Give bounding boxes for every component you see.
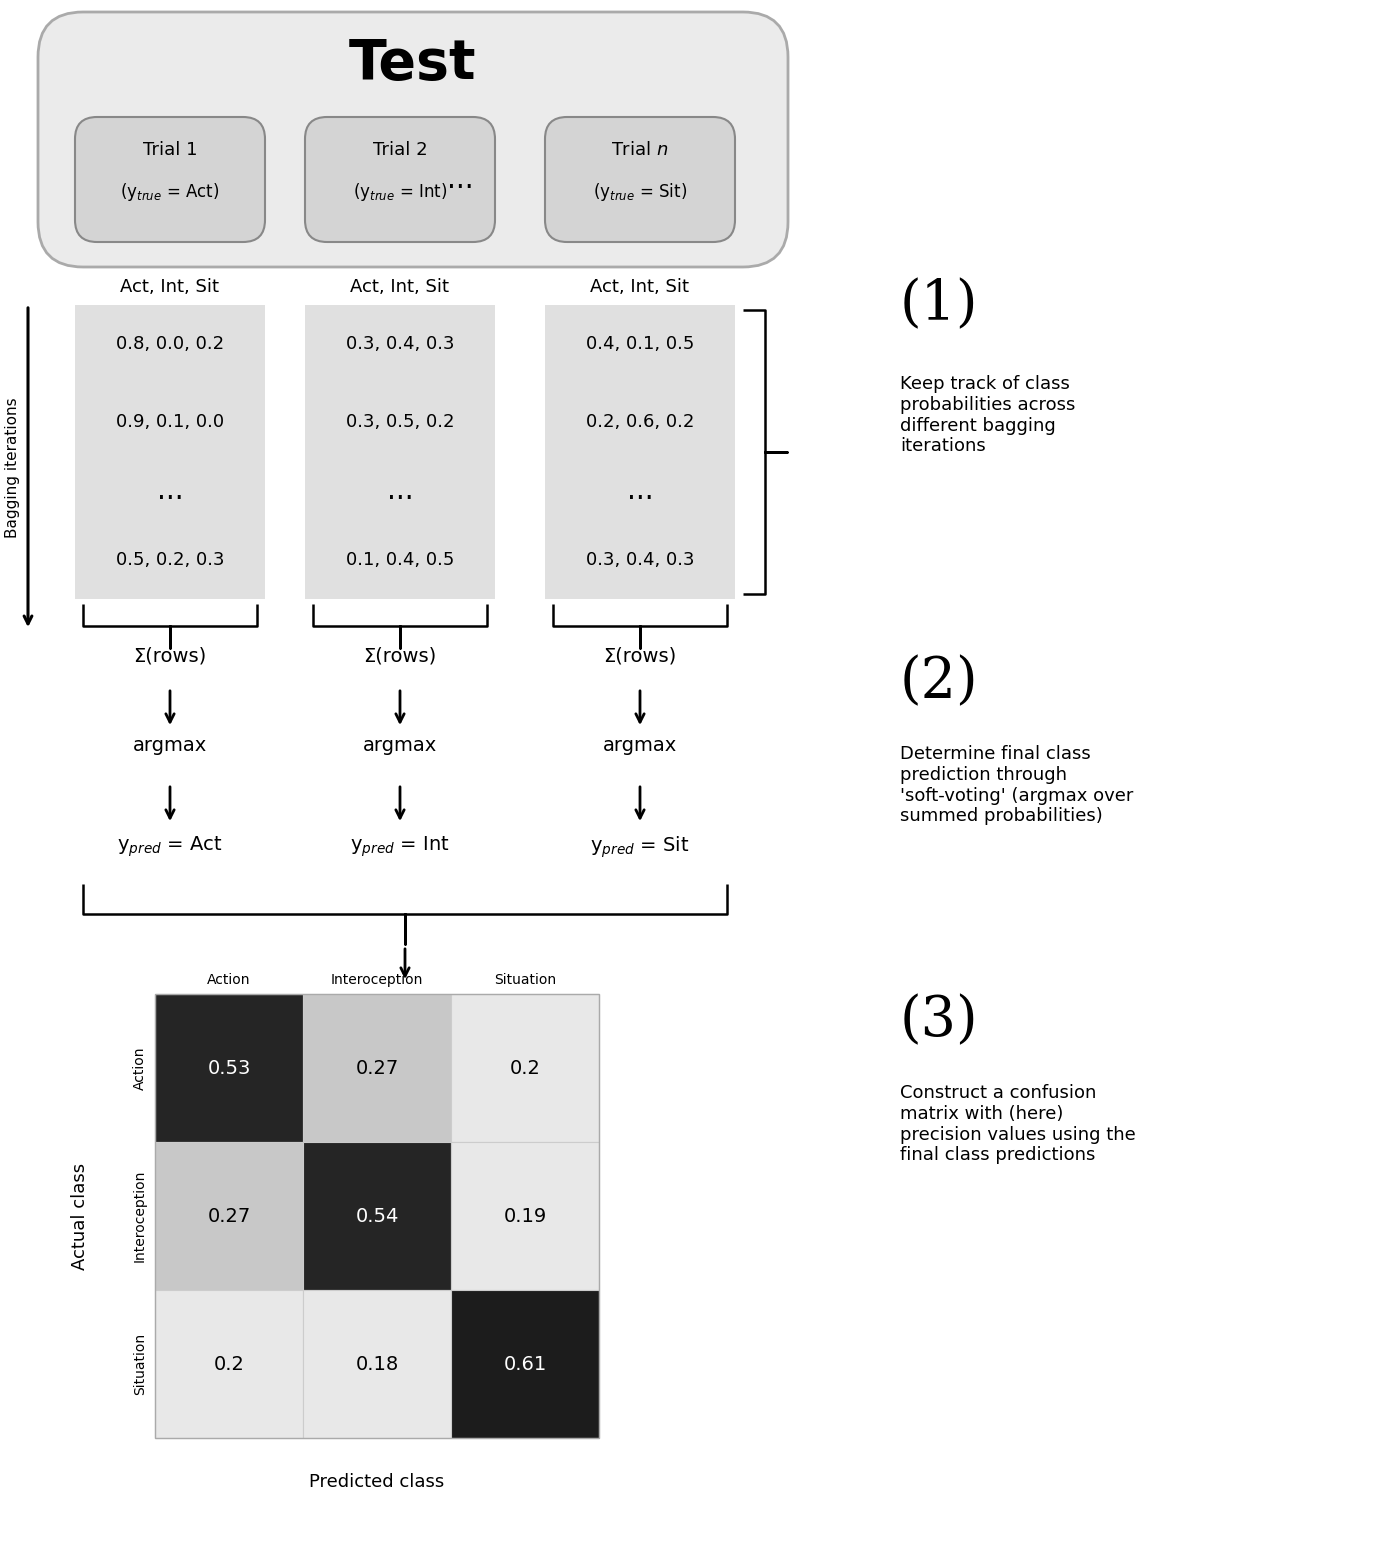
Bar <box>305 304 494 599</box>
Text: Σ(rows): Σ(rows) <box>363 646 436 665</box>
Text: Actual class: Actual class <box>70 1163 88 1269</box>
Text: 0.9, 0.1, 0.0: 0.9, 0.1, 0.0 <box>116 414 224 431</box>
Text: y$_{pred}$ = Act: y$_{pred}$ = Act <box>117 834 222 859</box>
FancyBboxPatch shape <box>545 117 735 242</box>
Text: argmax: argmax <box>603 735 677 756</box>
Text: Predicted class: Predicted class <box>309 1474 445 1491</box>
Text: y$_{pred}$ = Sit: y$_{pred}$ = Sit <box>590 834 689 860</box>
Bar <box>302 994 452 1143</box>
Text: Test: Test <box>349 37 476 91</box>
Text: 0.53: 0.53 <box>207 1058 251 1077</box>
Text: y$_{pred}$ = Int: y$_{pred}$ = Int <box>351 834 450 859</box>
Text: Act, Int, Sit: Act, Int, Sit <box>351 278 449 297</box>
Bar <box>155 994 599 1438</box>
Text: (y$_{true}$ = Int): (y$_{true}$ = Int) <box>352 181 447 203</box>
Text: Trial 2: Trial 2 <box>373 140 427 159</box>
Text: ...: ... <box>387 478 413 506</box>
Text: argmax: argmax <box>133 735 207 756</box>
Bar <box>452 1143 599 1289</box>
Bar <box>155 1289 302 1438</box>
Bar <box>75 304 265 599</box>
Text: 0.3, 0.4, 0.3: 0.3, 0.4, 0.3 <box>586 551 695 570</box>
Text: 0.54: 0.54 <box>355 1207 399 1225</box>
Text: 0.61: 0.61 <box>504 1355 547 1374</box>
Text: 0.5, 0.2, 0.3: 0.5, 0.2, 0.3 <box>116 551 224 570</box>
Text: Bagging iterations: Bagging iterations <box>6 396 21 539</box>
Text: ...: ... <box>156 478 184 506</box>
Text: (2): (2) <box>900 656 979 710</box>
Text: Situation: Situation <box>133 1333 146 1396</box>
Text: Keep track of class
probabilities across
different bagging
iterations: Keep track of class probabilities across… <box>900 375 1076 456</box>
Text: Construct a confusion
matrix with (here)
precision values using the
final class : Construct a confusion matrix with (here)… <box>900 1083 1135 1165</box>
Text: 0.18: 0.18 <box>355 1355 399 1374</box>
FancyBboxPatch shape <box>39 12 789 267</box>
Text: 0.8, 0.0, 0.2: 0.8, 0.0, 0.2 <box>116 336 224 353</box>
Text: (1): (1) <box>900 278 979 332</box>
Text: ...: ... <box>446 165 474 194</box>
Text: 0.27: 0.27 <box>355 1058 399 1077</box>
Text: Situation: Situation <box>494 973 557 987</box>
FancyBboxPatch shape <box>75 117 265 242</box>
Text: Act, Int, Sit: Act, Int, Sit <box>120 278 220 297</box>
Text: 0.19: 0.19 <box>504 1207 547 1225</box>
Text: Σ(rows): Σ(rows) <box>603 646 677 665</box>
Text: Trial $n$: Trial $n$ <box>612 140 668 159</box>
Text: Action: Action <box>207 973 251 987</box>
Text: 0.4, 0.1, 0.5: 0.4, 0.1, 0.5 <box>586 336 695 353</box>
Text: 0.2, 0.6, 0.2: 0.2, 0.6, 0.2 <box>586 414 695 431</box>
Bar <box>452 1289 599 1438</box>
Text: 0.3, 0.4, 0.3: 0.3, 0.4, 0.3 <box>345 336 454 353</box>
Text: Σ(rows): Σ(rows) <box>134 646 207 665</box>
Text: Interoception: Interoception <box>331 973 423 987</box>
Text: Determine final class
prediction through
'soft-voting' (argmax over
summed proba: Determine final class prediction through… <box>900 745 1134 826</box>
Text: argmax: argmax <box>363 735 438 756</box>
Text: (y$_{true}$ = Sit): (y$_{true}$ = Sit) <box>592 181 688 203</box>
Text: Act, Int, Sit: Act, Int, Sit <box>591 278 689 297</box>
Bar <box>302 1143 452 1289</box>
Text: Action: Action <box>133 1046 146 1090</box>
Text: 0.2: 0.2 <box>510 1058 540 1077</box>
Bar <box>155 1143 302 1289</box>
Bar <box>545 304 735 599</box>
FancyBboxPatch shape <box>305 117 494 242</box>
Text: ...: ... <box>627 478 653 506</box>
Bar <box>155 994 302 1143</box>
Bar <box>452 994 599 1143</box>
Text: 0.27: 0.27 <box>207 1207 250 1225</box>
Text: 0.2: 0.2 <box>214 1355 244 1374</box>
Text: Trial 1: Trial 1 <box>142 140 197 159</box>
Bar <box>302 1289 452 1438</box>
Text: 0.3, 0.5, 0.2: 0.3, 0.5, 0.2 <box>345 414 454 431</box>
Text: 0.1, 0.4, 0.5: 0.1, 0.4, 0.5 <box>345 551 454 570</box>
Text: (y$_{true}$ = Act): (y$_{true}$ = Act) <box>120 181 220 203</box>
Text: Interoception: Interoception <box>133 1169 146 1263</box>
Text: (3): (3) <box>900 994 979 1049</box>
